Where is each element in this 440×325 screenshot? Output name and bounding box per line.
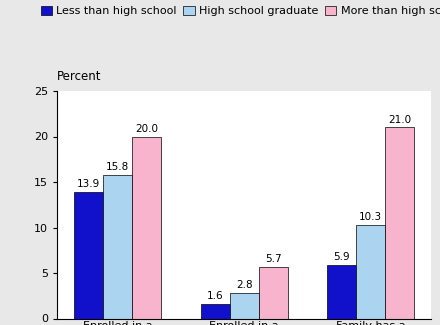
Text: 5.9: 5.9: [333, 252, 350, 262]
Text: 21.0: 21.0: [388, 115, 411, 125]
Bar: [103, 175, 132, 318]
Text: 10.3: 10.3: [359, 212, 382, 222]
Text: 2.8: 2.8: [236, 280, 253, 290]
Bar: [327, 265, 356, 318]
Bar: [132, 136, 161, 318]
Bar: [356, 225, 385, 318]
Text: 5.7: 5.7: [265, 254, 282, 264]
Text: 13.9: 13.9: [77, 179, 100, 189]
Bar: [74, 192, 103, 318]
Bar: [230, 293, 259, 318]
Legend: Less than high school, High school graduate, More than high school: Less than high school, High school gradu…: [41, 6, 440, 16]
Bar: [259, 266, 288, 318]
Text: Percent: Percent: [57, 70, 102, 83]
Bar: [201, 304, 230, 318]
Text: 15.8: 15.8: [106, 162, 129, 172]
Text: 20.0: 20.0: [136, 124, 158, 134]
Bar: [385, 127, 414, 318]
Text: 1.6: 1.6: [207, 291, 224, 301]
